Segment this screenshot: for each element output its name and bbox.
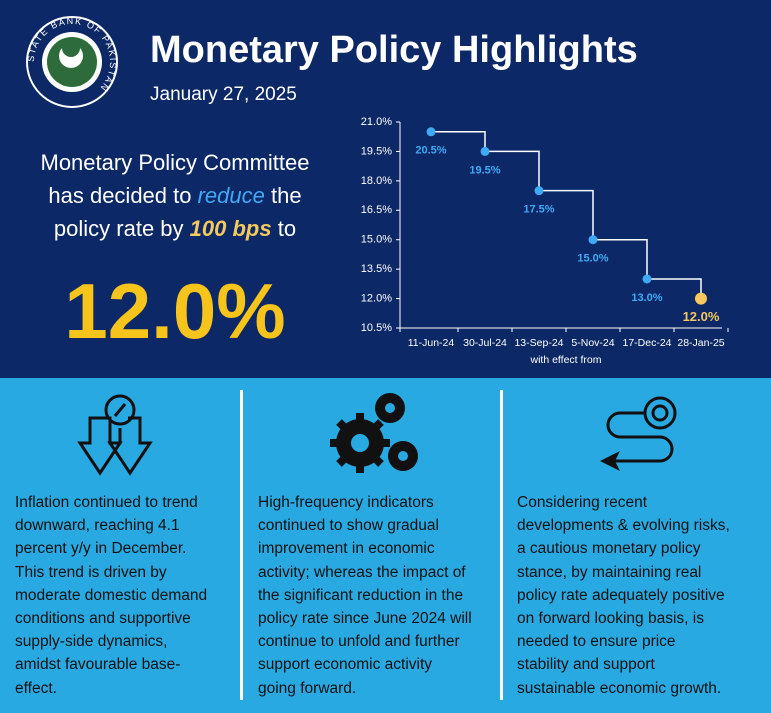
panel-line: the significant reduction in the [258, 586, 464, 604]
line-segment [539, 189, 594, 240]
x-tick-label: 13-Sep-24 [514, 337, 563, 349]
text: policy rate by [54, 216, 184, 241]
y-tick-label: 12.0% [361, 292, 392, 304]
inflation-icon [77, 394, 153, 476]
panel-line: continued to show gradual [258, 517, 439, 535]
panel-line: policy rate since June 2024 will [258, 609, 472, 627]
chart: 10.5% 12.0% 13.5% 15.0% 16.5% 18.0% 19.5% 21.0%… [361, 116, 729, 366]
x-tick-label: 17-Dec-24 [622, 337, 671, 349]
y-tick-label: 13.5% [361, 263, 392, 275]
panel-line: supply-side dynamics, [15, 633, 168, 651]
y-tick-label: 19.5% [361, 145, 392, 157]
panel-line: Considering recent [517, 494, 648, 511]
panel-line: support economic activity [258, 656, 433, 674]
point [426, 127, 436, 137]
panel-line: continue to unfold and further [258, 633, 460, 651]
panel-line: stability and support [517, 656, 655, 674]
y-tick-label: 16.5% [361, 204, 392, 216]
panel-line: downward, reaching 4.1 [15, 517, 180, 535]
panel-line: effect. [15, 679, 57, 697]
target-icon [600, 396, 677, 471]
y-tick-label: 18.0% [361, 175, 392, 187]
value-label: 12.0% [683, 309, 720, 324]
panel-line: developments & evolving risks, [517, 517, 730, 535]
panel-line: on forward looking basis, is [517, 609, 704, 627]
announcement-line: has decided to reduce the [48, 183, 301, 208]
announcement: Monetary Policy Committee has decided to… [41, 150, 310, 241]
line-segment [647, 278, 702, 299]
value-label: 20.5% [415, 145, 446, 157]
value-label: 13.0% [631, 292, 662, 304]
panel-line: This trend is driven by [15, 563, 167, 581]
title: Monetary Policy Highlights [150, 29, 638, 71]
panel-line: amidst favourable base- [15, 656, 181, 674]
announcement-line: Monetary Policy Committee [41, 150, 310, 175]
y-tick-label: 21.0% [361, 116, 392, 128]
point [588, 235, 598, 245]
divider [500, 390, 503, 700]
value-label: 17.5% [523, 204, 554, 216]
panel-line: improvement in economic [258, 540, 435, 558]
panel-line: needed to ensure price [517, 633, 676, 651]
announcement-line: policy rate by 100 bps to [54, 216, 296, 241]
panel-line: High-frequency indicators [258, 494, 434, 511]
point [480, 146, 490, 156]
point [695, 292, 707, 305]
x-tick-label: 30-Jul-24 [463, 337, 507, 349]
panel-line: activity; whereas the impact of [258, 563, 466, 581]
panel-line: moderate domestic demand [15, 586, 208, 604]
text: the [271, 183, 302, 208]
gears-icon [330, 393, 418, 473]
panel-line: Inflation continued to trend [15, 494, 198, 511]
panel-line: sustainable economic growth. [517, 679, 722, 697]
text: has decided to [48, 183, 191, 208]
x-tick-label: 11-Jun-24 [408, 337, 455, 349]
policy-rate: 12.0% [64, 267, 285, 355]
x-axis-label: with effect from [530, 354, 602, 366]
panel-text: High-frequency indicators continued to sh… [258, 491, 472, 700]
line-segment [485, 150, 540, 191]
x-tick-label: 28-Jan-25 [677, 337, 724, 349]
panel-text: Considering recent developments & evolvin… [517, 491, 730, 700]
panels: Inflation continued to trend downward, re… [0, 378, 771, 713]
line-segment [593, 238, 648, 279]
divider [240, 390, 243, 700]
panel-line: conditions and supportive [15, 609, 191, 627]
panel-text: Inflation continued to trend downward, re… [15, 491, 207, 700]
header-area: STATE BANK OF PAKISTAN Monetary Policy H… [0, 0, 771, 378]
panel-line: going forward. [258, 679, 357, 697]
emphasis: reduce [198, 183, 265, 208]
panel-line: stance, by maintaining real [517, 563, 702, 581]
panel-line: policy rate adequately positive [517, 586, 725, 604]
y-tick-label: 10.5% [361, 322, 392, 334]
panel-line: a cautious monetary policy [517, 540, 701, 558]
point [534, 186, 544, 196]
x-tick-label: 5-Nov-24 [571, 337, 614, 349]
text: to [278, 216, 296, 241]
line-segment [431, 131, 486, 152]
emphasis: 100 bps [190, 216, 272, 241]
date: January 27, 2025 [150, 84, 297, 105]
value-label: 15.0% [577, 253, 608, 265]
background [0, 0, 771, 378]
point [642, 274, 652, 284]
y-tick-label: 15.0% [361, 234, 392, 246]
value-label: 19.5% [469, 164, 500, 176]
panel-line: percent y/y in December. [15, 540, 187, 558]
